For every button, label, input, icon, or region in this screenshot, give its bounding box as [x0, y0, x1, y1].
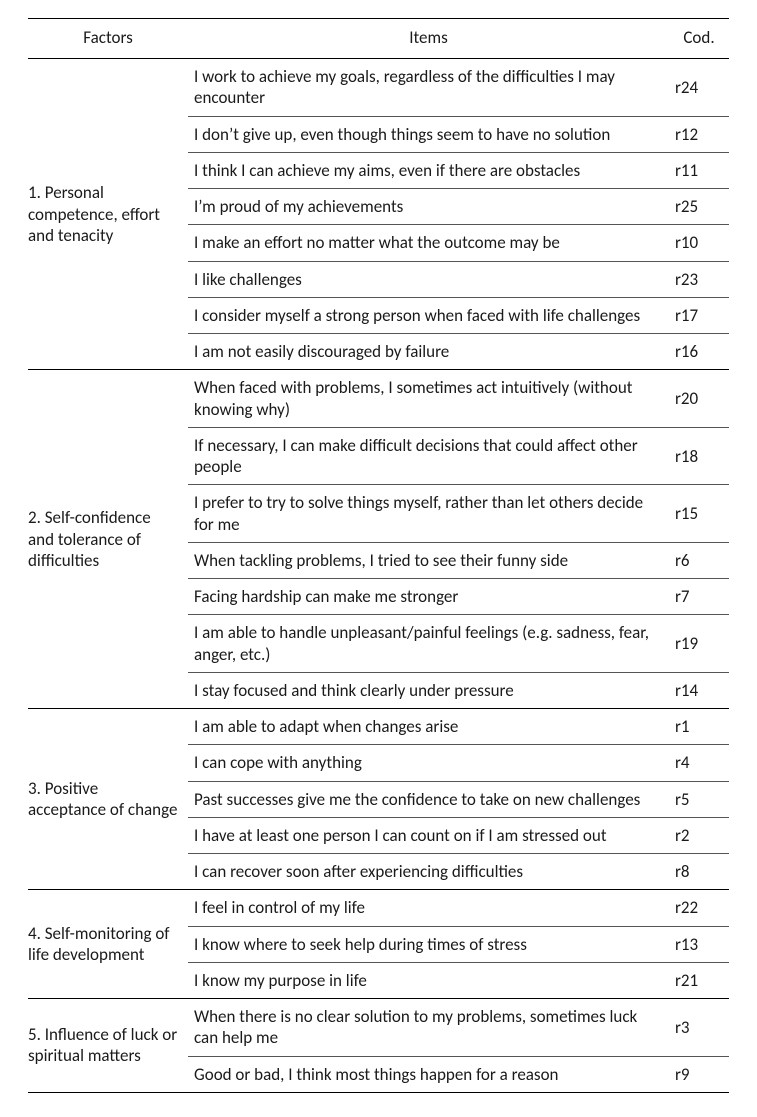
item-code: r17 — [669, 297, 729, 333]
table-row: 3. Positive acceptance of change I am ab… — [28, 709, 729, 745]
factor-label: 4. Self-monitoring of life development — [28, 890, 188, 999]
factors-items-table-page: Factors Items Cod. 1. Personal competenc… — [0, 0, 757, 1117]
item-code: r16 — [669, 334, 729, 370]
item-text: Facing hardship can make me stronger — [188, 579, 669, 615]
item-code: r23 — [669, 261, 729, 297]
table-row: 5. Influence of luck or spiritual matter… — [28, 999, 729, 1057]
item-text: When there is no clear solution to my pr… — [188, 999, 669, 1057]
item-text: When tackling problems, I tried to see t… — [188, 542, 669, 578]
item-text: When faced with problems, I sometimes ac… — [188, 370, 669, 428]
item-text: I know where to seek help during times o… — [188, 926, 669, 962]
item-code: r5 — [669, 781, 729, 817]
col-header-factors: Factors — [28, 19, 188, 59]
item-text: I stay focused and think clearly under p… — [188, 672, 669, 708]
item-text: I feel in control of my life — [188, 890, 669, 926]
item-text: I like challenges — [188, 261, 669, 297]
item-code: r10 — [669, 225, 729, 261]
item-text: I’m proud of my achievements — [188, 189, 669, 225]
item-text: Past successes give me the confidence to… — [188, 781, 669, 817]
table-row: 4. Self-monitoring of life development I… — [28, 890, 729, 926]
item-text: I know my purpose in life — [188, 962, 669, 998]
item-text: I prefer to try to solve things myself, … — [188, 485, 669, 543]
item-text: I consider myself a strong person when f… — [188, 297, 669, 333]
item-code: r7 — [669, 579, 729, 615]
factor-label: 3. Positive acceptance of change — [28, 709, 188, 890]
factor-label: 2. Self-confidence and tolerance of diff… — [28, 370, 188, 709]
factor-label: 5. Influence of luck or spiritual matter… — [28, 999, 188, 1093]
item-code: r22 — [669, 890, 729, 926]
factors-items-table: Factors Items Cod. 1. Personal competenc… — [28, 18, 729, 1093]
item-text: I have at least one person I can count o… — [188, 817, 669, 853]
item-text: Good or bad, I think most things happen … — [188, 1056, 669, 1092]
item-text: I am able to adapt when changes arise — [188, 709, 669, 745]
item-text: If necessary, I can make difficult decis… — [188, 427, 669, 485]
item-code: r12 — [669, 116, 729, 152]
item-code: r18 — [669, 427, 729, 485]
item-text: I am not easily discouraged by failure — [188, 334, 669, 370]
item-code: r21 — [669, 962, 729, 998]
col-header-cod: Cod. — [669, 19, 729, 59]
item-code: r19 — [669, 615, 729, 673]
item-text: I don’t give up, even though things seem… — [188, 116, 669, 152]
item-code: r13 — [669, 926, 729, 962]
item-code: r14 — [669, 672, 729, 708]
item-code: r15 — [669, 485, 729, 543]
item-code: r25 — [669, 189, 729, 225]
table-header-row: Factors Items Cod. — [28, 19, 729, 59]
table-row: 1. Personal competence, effort and tenac… — [28, 59, 729, 117]
item-text: I can cope with anything — [188, 745, 669, 781]
item-text: I am able to handle unpleasant/painful f… — [188, 615, 669, 673]
table-row: 2. Self-confidence and tolerance of diff… — [28, 370, 729, 428]
item-text: I can recover soon after experiencing di… — [188, 854, 669, 890]
item-text: I make an effort no matter what the outc… — [188, 225, 669, 261]
item-code: r11 — [669, 152, 729, 188]
item-code: r8 — [669, 854, 729, 890]
col-header-items: Items — [188, 19, 669, 59]
item-code: r3 — [669, 999, 729, 1057]
item-code: r4 — [669, 745, 729, 781]
item-code: r24 — [669, 59, 729, 117]
item-text: I work to achieve my goals, regardless o… — [188, 59, 669, 117]
factor-label: 1. Personal competence, effort and tenac… — [28, 59, 188, 370]
table-body: Factors Items Cod. 1. Personal competenc… — [28, 19, 729, 1093]
item-code: r6 — [669, 542, 729, 578]
item-code: r2 — [669, 817, 729, 853]
item-text: I think I can achieve my aims, even if t… — [188, 152, 669, 188]
item-code: r9 — [669, 1056, 729, 1092]
item-code: r20 — [669, 370, 729, 428]
item-code: r1 — [669, 709, 729, 745]
